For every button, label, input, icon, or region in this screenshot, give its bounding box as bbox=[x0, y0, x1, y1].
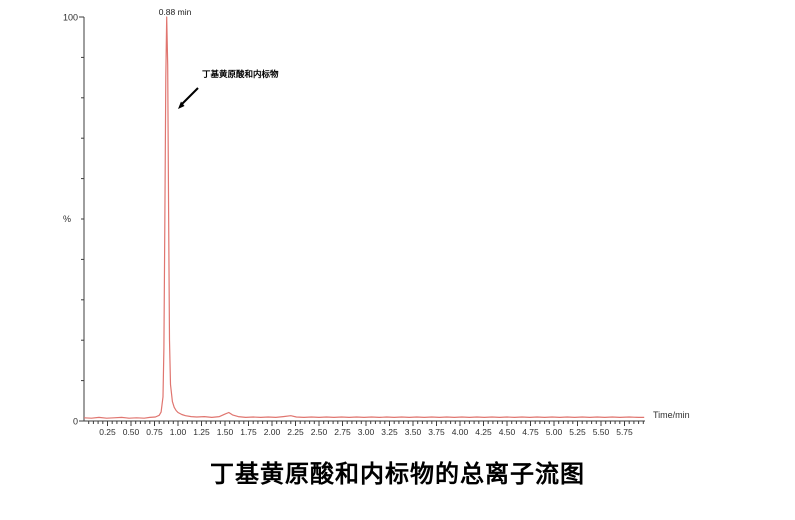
x-tick-label: 0.25 bbox=[99, 427, 116, 437]
x-tick-label: 3.75 bbox=[428, 427, 445, 437]
x-tick-label: 5.25 bbox=[569, 427, 586, 437]
tic-trace bbox=[83, 16, 645, 419]
x-tick-label: 2.75 bbox=[334, 427, 351, 437]
x-tick-label: 0.75 bbox=[146, 427, 163, 437]
x-tick-label: 0.50 bbox=[123, 427, 140, 437]
y-axis-label: % bbox=[63, 214, 71, 224]
x-tick-label: 4.25 bbox=[475, 427, 492, 437]
x-tick-label: 3.25 bbox=[381, 427, 398, 437]
x-tick-label: 2.25 bbox=[287, 427, 304, 437]
annotation-arrowhead bbox=[178, 101, 185, 109]
x-tick-label: 2.50 bbox=[311, 427, 328, 437]
x-tick-label: 4.00 bbox=[452, 427, 469, 437]
annotation-arrow-line bbox=[181, 87, 199, 105]
x-tick-label: 1.75 bbox=[240, 427, 257, 437]
x-tick-label: 4.75 bbox=[522, 427, 539, 437]
x-tick-label: 1.25 bbox=[193, 427, 210, 437]
x-tick-label: 3.00 bbox=[358, 427, 375, 437]
x-tick-label: 3.50 bbox=[405, 427, 422, 437]
y-tick-label-max: 100 bbox=[63, 13, 78, 23]
annotation-label: 丁基黄原酸和内标物 bbox=[202, 69, 279, 79]
x-tick-label: 5.50 bbox=[593, 427, 610, 437]
chart-caption: 丁基黄原酸和内标物的总离子流图 bbox=[210, 461, 585, 488]
x-tick-label: 5.00 bbox=[546, 427, 563, 437]
x-tick-label: 1.00 bbox=[170, 427, 187, 437]
x-tick-label: 5.75 bbox=[616, 427, 633, 437]
x-axis-label: Time/min bbox=[653, 410, 690, 420]
y-tick-label-min: 0 bbox=[73, 417, 78, 427]
x-tick-label: 1.50 bbox=[217, 427, 234, 437]
x-tick-label: 4.50 bbox=[499, 427, 516, 437]
peak-rt-label: 0.88 min bbox=[159, 7, 192, 17]
x-tick-label: 2.00 bbox=[264, 427, 281, 437]
tic-chart: 100 0% 0.25 0.50 0.75 1.00 1.25 1.50 1.75 2.00 2.2… bbox=[63, 7, 690, 437]
